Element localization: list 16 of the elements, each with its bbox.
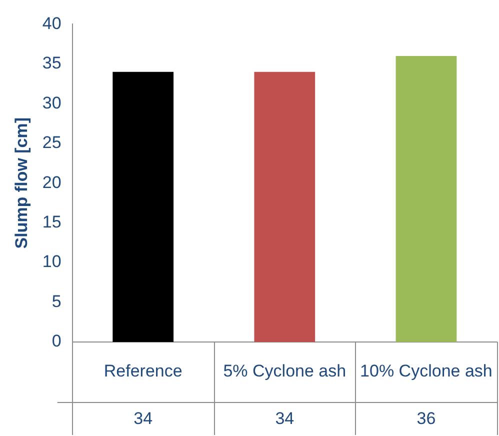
y-tick-label: 0 bbox=[52, 332, 62, 351]
y-tick-label: 40 bbox=[42, 14, 62, 33]
y-tick-label: 20 bbox=[42, 172, 62, 192]
y-tick-label: 35 bbox=[42, 54, 62, 73]
x-tick-label: Reference bbox=[104, 362, 182, 381]
data-label: 36 bbox=[416, 409, 436, 428]
data-label: 34 bbox=[275, 409, 294, 428]
x-tick-label: 5% Cyclone ash bbox=[223, 362, 346, 381]
data-label: 34 bbox=[134, 409, 153, 428]
y-tick-label: 15 bbox=[42, 212, 62, 232]
y-tick-label: 30 bbox=[42, 93, 62, 112]
y-tick-label: 25 bbox=[42, 133, 62, 152]
x-tick-label: 10% Cyclone ash bbox=[360, 362, 492, 381]
y-tick-label: 10 bbox=[42, 252, 62, 272]
y-tick-label: 5 bbox=[52, 292, 62, 311]
y-axis-title: Slump flow [cm] bbox=[12, 117, 31, 249]
